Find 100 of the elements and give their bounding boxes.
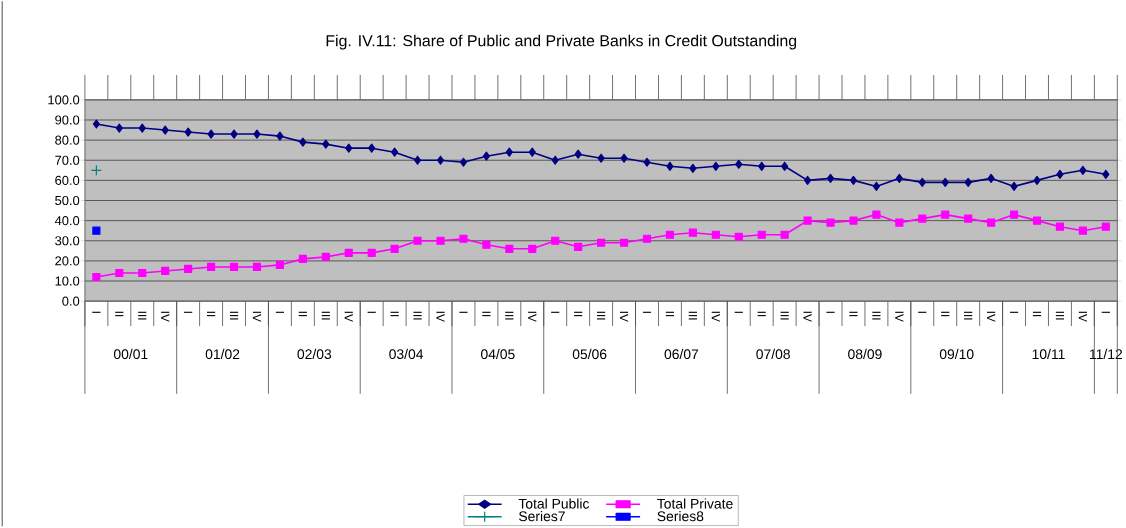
x-tick-label: I	[367, 311, 376, 314]
x-tick-label: I	[642, 311, 652, 314]
x-tick-label: II	[849, 311, 858, 317]
x-tick-label: III	[780, 311, 789, 320]
point	[413, 236, 422, 246]
point	[619, 238, 629, 248]
point	[620, 153, 628, 164]
x-tick-label: III	[505, 311, 514, 320]
x-tick-label: II	[757, 311, 766, 317]
legend-label: Total Private	[657, 498, 733, 509]
point	[345, 143, 353, 153]
x-tick-label: III	[872, 311, 881, 320]
point	[207, 129, 215, 139]
point	[666, 161, 674, 172]
y-tick-label: 0.0	[62, 296, 80, 306]
chart-title: Fig. IV.11: Share of Public and Private Banks in Credit Outstanding	[326, 34, 797, 50]
point	[941, 178, 949, 188]
x-tick-label: IV	[436, 311, 445, 323]
y-tick-label: 70.0	[55, 155, 80, 166]
point	[390, 244, 399, 254]
y-tick-label: 10.0	[55, 276, 80, 286]
y-tick-label: 20.0	[55, 256, 80, 266]
x-tick-label: I	[1101, 311, 1110, 314]
x-tick-label: III	[597, 311, 606, 320]
point	[207, 263, 216, 272]
y-tick-label: 40.0	[54, 216, 80, 226]
text: 10/11	[1032, 349, 1065, 360]
point	[849, 216, 858, 225]
point	[482, 240, 491, 250]
point	[92, 119, 100, 129]
point	[276, 131, 284, 141]
x-tick-label: II	[482, 311, 491, 317]
x-tick-label: I	[826, 311, 835, 314]
x-tick-label: I	[734, 311, 743, 314]
y-tick-label: 60.0	[55, 176, 80, 186]
point	[964, 178, 972, 188]
point	[184, 127, 192, 137]
text: 08/09	[848, 349, 882, 360]
point	[230, 129, 238, 139]
x-tick-label: III	[321, 311, 330, 320]
point	[161, 125, 169, 135]
x-tick-label: IV	[1078, 311, 1087, 323]
point	[895, 218, 904, 227]
x-tick-label: IV	[344, 311, 353, 323]
x-tick-label: IV	[252, 311, 262, 323]
point	[826, 218, 835, 227]
point	[344, 248, 353, 258]
point	[987, 218, 996, 227]
x-tick-label: II	[206, 311, 216, 317]
x-tick-label: III	[688, 311, 697, 320]
point	[551, 236, 560, 246]
point	[688, 228, 697, 238]
point	[482, 151, 490, 162]
point	[551, 155, 559, 166]
point	[734, 232, 743, 242]
point	[665, 230, 675, 240]
point	[643, 157, 651, 168]
text: 07/08	[756, 349, 790, 360]
point	[574, 242, 583, 252]
point	[322, 139, 330, 149]
x-tick-label: IV	[987, 311, 996, 323]
point	[895, 173, 903, 184]
text: 09/10	[939, 349, 974, 360]
point	[803, 176, 812, 186]
text: 00/01	[113, 349, 148, 360]
x-tick-label: IV	[895, 311, 904, 323]
point	[757, 230, 766, 240]
text: 06/07	[664, 349, 699, 360]
text: 01/02	[205, 349, 240, 360]
point	[436, 155, 445, 166]
text: 03/04	[389, 349, 424, 360]
point	[505, 147, 513, 157]
point	[689, 163, 697, 174]
x-tick-label: II	[1032, 311, 1042, 317]
point	[1010, 182, 1018, 192]
x-tick-label: IV	[803, 311, 812, 323]
point	[413, 155, 422, 166]
x-tick-label: I	[184, 311, 193, 314]
x-tick-label: II	[115, 311, 124, 317]
point	[459, 234, 468, 244]
point	[918, 214, 927, 223]
point	[918, 178, 926, 188]
point	[299, 137, 307, 147]
point	[321, 253, 330, 262]
text: 02/03	[297, 349, 332, 360]
point	[115, 123, 123, 133]
point	[459, 157, 468, 168]
point	[505, 244, 514, 254]
point	[987, 173, 995, 184]
x-tick-label: I	[551, 311, 560, 314]
point	[90, 164, 102, 177]
point	[1056, 169, 1064, 180]
y-tick-label: 30.0	[55, 236, 80, 246]
text: 04/05	[481, 349, 515, 360]
point	[780, 230, 789, 240]
x-tick-label: III	[413, 311, 422, 320]
point	[711, 230, 720, 240]
point	[252, 263, 262, 272]
point	[758, 161, 766, 172]
point	[964, 214, 973, 223]
